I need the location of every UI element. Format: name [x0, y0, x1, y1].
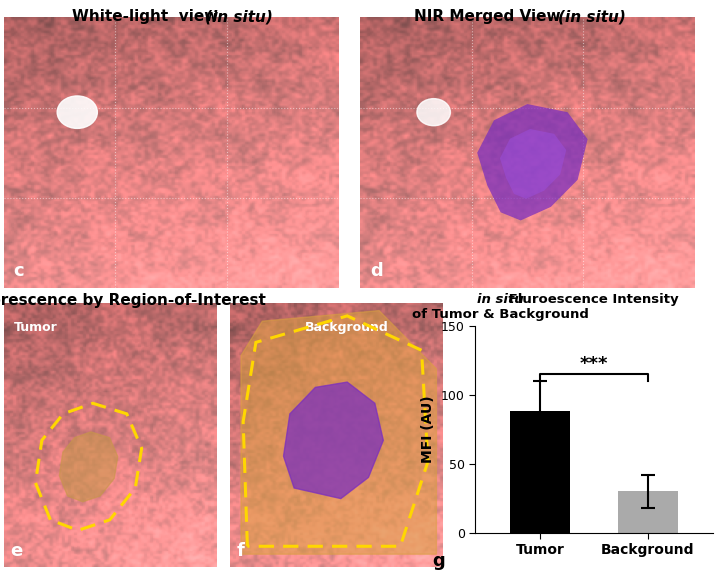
- Polygon shape: [59, 432, 118, 502]
- Bar: [510, 411, 570, 533]
- Text: in situ: in situ: [477, 293, 523, 306]
- Text: f: f: [237, 541, 245, 559]
- Circle shape: [417, 98, 451, 126]
- Polygon shape: [477, 104, 588, 221]
- Text: Fluorescence by Region-of-Interest: Fluorescence by Region-of-Interest: [0, 293, 266, 308]
- Text: of Tumor & Background: of Tumor & Background: [412, 308, 589, 321]
- Polygon shape: [284, 382, 383, 499]
- Text: (in situ): (in situ): [205, 9, 273, 24]
- Text: c: c: [14, 262, 24, 280]
- Text: White-light  view: White-light view: [72, 9, 224, 24]
- Text: Fluroescence Intensity: Fluroescence Intensity: [504, 293, 679, 306]
- Text: d: d: [370, 262, 383, 280]
- Text: (in situ): (in situ): [558, 9, 626, 24]
- Circle shape: [57, 96, 97, 129]
- Bar: [618, 491, 678, 533]
- Text: ***: ***: [580, 355, 608, 372]
- Y-axis label: MFI (AU): MFI (AU): [421, 395, 436, 463]
- Text: g: g: [433, 552, 445, 570]
- Polygon shape: [241, 311, 436, 554]
- Polygon shape: [500, 129, 566, 199]
- Text: NIR Merged View: NIR Merged View: [414, 9, 566, 24]
- Text: Background: Background: [305, 321, 389, 334]
- Text: e: e: [10, 541, 22, 559]
- Text: Tumor: Tumor: [14, 321, 58, 334]
